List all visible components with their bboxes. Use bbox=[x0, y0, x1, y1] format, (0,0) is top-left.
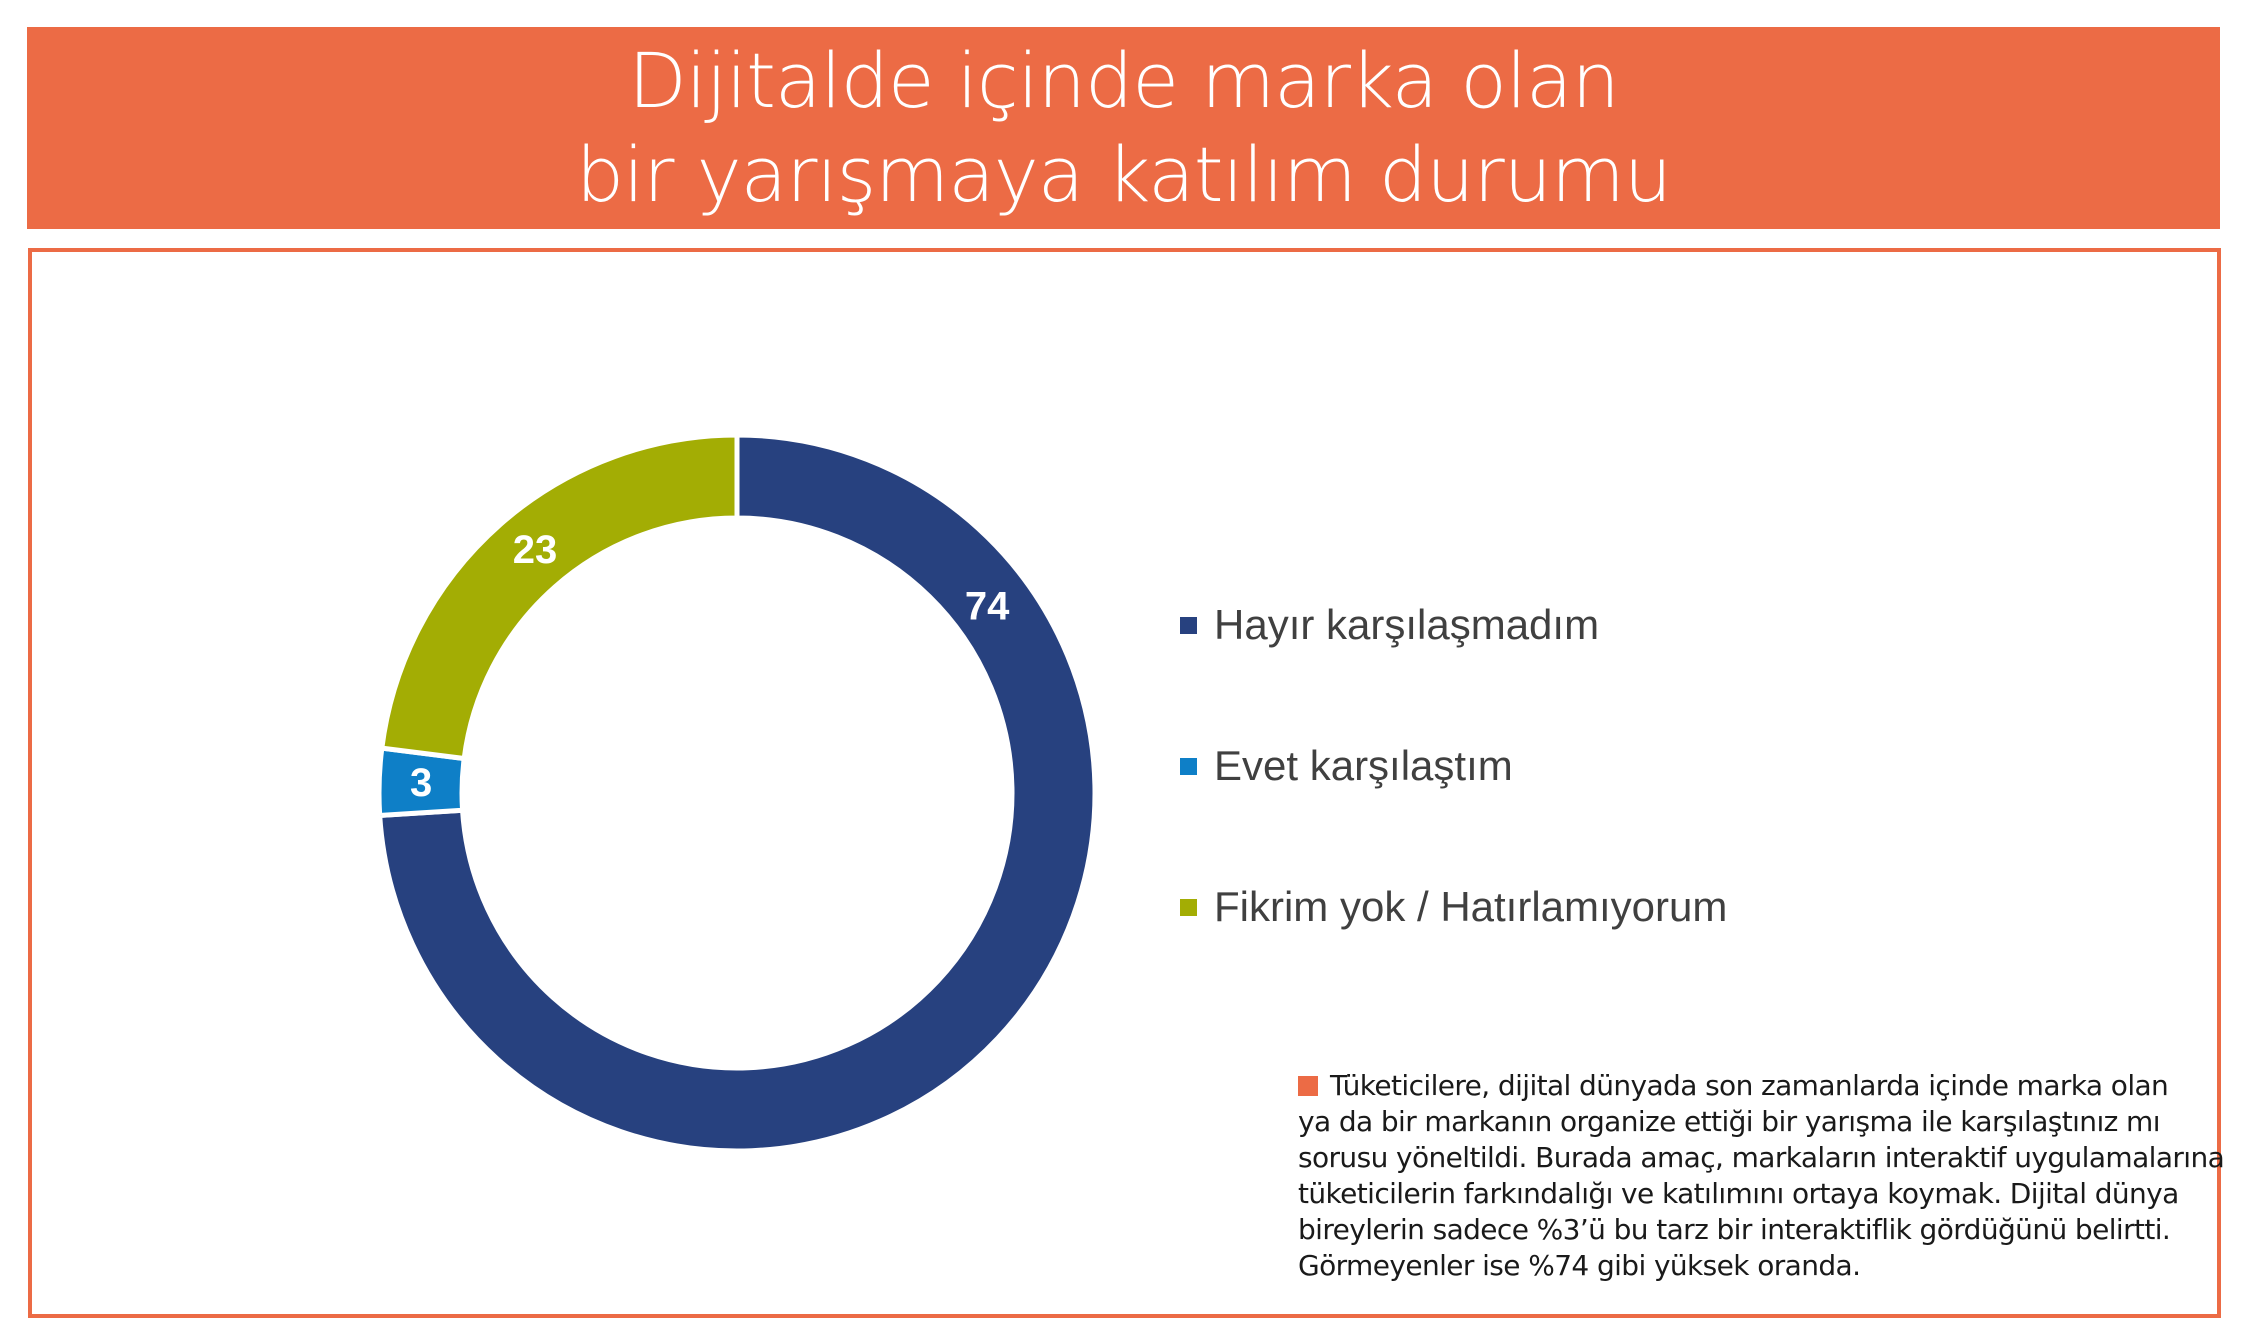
legend-swatch bbox=[1180, 616, 1197, 634]
note-line-3: sorusu yöneltildi. Burada amaç, markalar… bbox=[1298, 1141, 2225, 1174]
legend-item-fikrim-yok: Fikrim yok / Hatırlamıyorum bbox=[1180, 882, 1727, 932]
note-line-4: tüketicilerin farkındalığı ve katılımını… bbox=[1298, 1177, 2179, 1210]
chart-legend: Hayır karşılaşmadım Evet karşılaştım Fik… bbox=[1180, 600, 1727, 1023]
note-bullet-icon bbox=[1298, 1076, 1318, 1096]
slice-value-label-1: 3 bbox=[410, 761, 432, 805]
survey-note: Tüketicilere, dijital dünyada son zamanl… bbox=[1298, 1068, 2225, 1284]
donut-slice-2 bbox=[379, 432, 740, 762]
note-line-5: bireylerin sadece %3’ü bu tarz bir inter… bbox=[1298, 1213, 2171, 1246]
title-line-2: bir yarışmaya katılım durumu bbox=[575, 130, 1672, 219]
legend-item-evet: Evet karşılaştım bbox=[1180, 741, 1727, 791]
chart-frame bbox=[28, 248, 2221, 1318]
legend-item-hayir: Hayır karşılaşmadım bbox=[1180, 600, 1727, 650]
note-line-1-text: Tüketicilere, dijital dünyada son zamanl… bbox=[1330, 1069, 2169, 1102]
legend-label: Fikrim yok / Hatırlamıyorum bbox=[1214, 883, 1728, 930]
slice-value-label-0: 74 bbox=[965, 584, 1010, 628]
note-line-2: ya da bir markanın organize ettiği bir y… bbox=[1298, 1105, 2160, 1138]
note-line-6: Görmeyenler ise %74 gibi yüksek oranda. bbox=[1298, 1249, 1861, 1282]
legend-swatch bbox=[1180, 757, 1197, 775]
slice-value-label-2: 23 bbox=[513, 528, 558, 572]
title-banner: Dijitalde içinde marka olan bir yarışmay… bbox=[27, 27, 2220, 229]
note-line-1: Tüketicilere, dijital dünyada son zamanl… bbox=[1298, 1068, 2208, 1104]
title-line-1: Dijitalde içinde marka olan bbox=[628, 36, 1619, 125]
legend-label: Evet karşılaştım bbox=[1214, 742, 1513, 789]
legend-label: Hayır karşılaşmadım bbox=[1214, 601, 1600, 648]
donut-slice-0 bbox=[377, 432, 1098, 1154]
legend-swatch bbox=[1180, 898, 1197, 916]
